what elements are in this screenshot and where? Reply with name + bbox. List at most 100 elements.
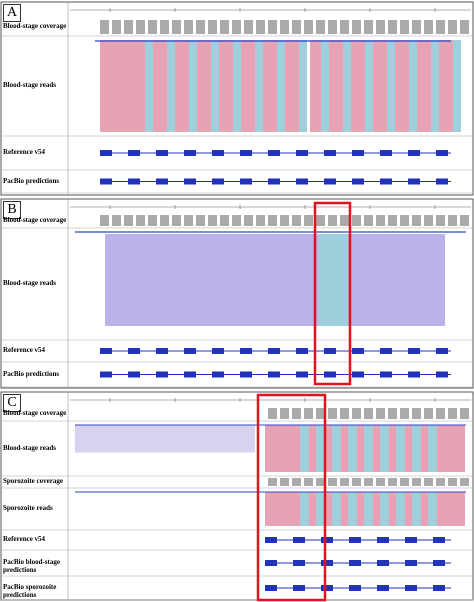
- coverage-bar: [352, 478, 361, 486]
- coverage-bar: [340, 215, 349, 226]
- coverage-bar: [388, 20, 397, 34]
- exon: [321, 537, 333, 543]
- exon: [296, 150, 308, 156]
- coverage-bar: [376, 20, 385, 34]
- exon: [265, 560, 277, 566]
- exon: [349, 560, 361, 566]
- coverage-bar: [208, 215, 217, 226]
- coverage-bar: [340, 20, 349, 34]
- exon: [380, 348, 392, 354]
- exon: [324, 178, 336, 185]
- coverage-bar: [292, 215, 301, 226]
- coverage-bar: [448, 20, 457, 34]
- exon: [352, 371, 364, 378]
- reads-blue: [299, 40, 307, 132]
- coverage-bar: [268, 20, 277, 34]
- track-label: PacBio blood-stage predictions: [3, 558, 60, 574]
- exon: [128, 348, 140, 354]
- reads-blue: [343, 40, 351, 132]
- coverage-bar: [424, 20, 433, 34]
- reads-blue: [211, 40, 219, 132]
- coverage-bar: [460, 215, 469, 226]
- exon: [265, 537, 277, 543]
- exon: [324, 150, 336, 156]
- coverage-bar: [364, 478, 373, 486]
- coverage-bar: [316, 215, 325, 226]
- coverage-bar: [124, 215, 133, 226]
- coverage-bar: [160, 20, 169, 34]
- exon: [377, 537, 389, 543]
- exon: [184, 371, 196, 378]
- exon: [240, 371, 252, 378]
- coverage-bar: [304, 478, 313, 486]
- exon: [296, 371, 308, 378]
- coverage-bar: [136, 20, 145, 34]
- track-label: Sporozoite reads: [3, 504, 53, 512]
- exon: [405, 537, 417, 543]
- reads-blue: [300, 492, 309, 526]
- coverage-bar: [232, 20, 241, 34]
- coverage-bar: [400, 20, 409, 34]
- track-label: PacBio predictions: [3, 369, 60, 378]
- reads-blue: [189, 40, 197, 132]
- exon: [156, 371, 168, 378]
- track-label: Blood-stage coverage: [3, 408, 67, 417]
- coverage-bar: [376, 215, 385, 226]
- exon: [433, 585, 445, 591]
- reads-blue: [332, 425, 341, 472]
- coverage-bar: [280, 215, 289, 226]
- coverage-bar: [244, 20, 253, 34]
- coverage-bar: [424, 478, 433, 486]
- track-label: Reference v54: [3, 148, 46, 156]
- reads-lav: [75, 425, 255, 453]
- track-label: Reference v54: [3, 346, 46, 354]
- coverage-bar: [424, 215, 433, 226]
- coverage-bar: [412, 20, 421, 34]
- coverage-bar: [340, 478, 349, 486]
- reads-blue: [321, 40, 329, 132]
- coverage-bar: [268, 215, 277, 226]
- coverage-bar: [148, 20, 157, 34]
- exon: [240, 150, 252, 156]
- exon: [352, 348, 364, 354]
- exon: [268, 178, 280, 185]
- exon: [405, 560, 417, 566]
- coverage-bar: [136, 215, 145, 226]
- coverage-bar: [448, 478, 457, 486]
- coverage-bar: [328, 20, 337, 34]
- coverage-bar: [436, 408, 445, 419]
- exon: [293, 537, 305, 543]
- exon: [405, 585, 417, 591]
- exon: [240, 348, 252, 354]
- coverage-bar: [340, 408, 349, 419]
- reads-blue: [316, 492, 325, 526]
- exon: [184, 150, 196, 156]
- coverage-bar: [364, 408, 373, 419]
- coverage-bar: [352, 215, 361, 226]
- coverage-bar: [376, 408, 385, 419]
- coverage-bar: [196, 215, 205, 226]
- panel-letter: B: [3, 201, 21, 219]
- coverage-bar: [280, 478, 289, 486]
- exon: [100, 150, 112, 156]
- coverage-bar: [328, 215, 337, 226]
- coverage-bar: [400, 408, 409, 419]
- coverage-bar: [268, 478, 277, 486]
- reads-blue: [396, 492, 405, 526]
- coverage-bar: [412, 408, 421, 419]
- coverage-bar: [460, 408, 469, 419]
- exon: [128, 371, 140, 378]
- highlight-box: [313, 201, 352, 386]
- reads-blue: [348, 492, 357, 526]
- coverage-bar: [292, 408, 301, 419]
- reads-blue: [412, 425, 421, 472]
- track-label: Sporozoite coverage: [3, 477, 63, 485]
- coverage-bar: [112, 215, 121, 226]
- exon: [156, 178, 168, 185]
- exon: [377, 585, 389, 591]
- coverage-bar: [448, 215, 457, 226]
- exon: [436, 178, 448, 185]
- panel-letter: C: [3, 394, 21, 412]
- reads-lav: [105, 234, 445, 326]
